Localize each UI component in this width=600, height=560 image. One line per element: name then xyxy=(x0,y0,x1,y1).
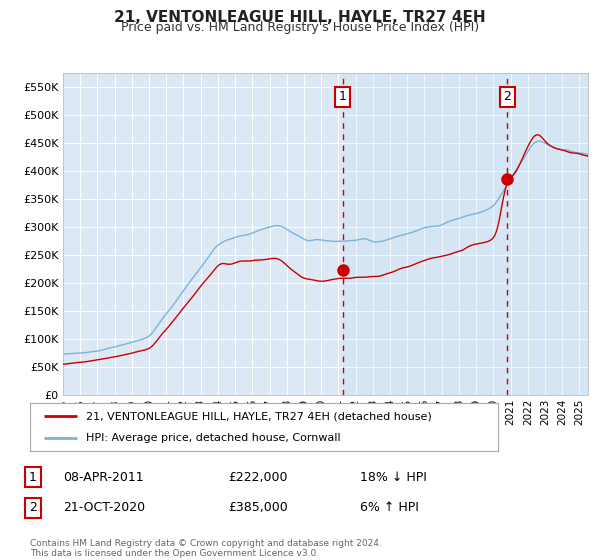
Text: 21, VENTONLEAGUE HILL, HAYLE, TR27 4EH (detached house): 21, VENTONLEAGUE HILL, HAYLE, TR27 4EH (… xyxy=(86,411,432,421)
Bar xyxy=(343,73,588,395)
Text: 18% ↓ HPI: 18% ↓ HPI xyxy=(360,470,427,484)
Text: 08-APR-2011: 08-APR-2011 xyxy=(63,470,143,484)
Text: HPI: Average price, detached house, Cornwall: HPI: Average price, detached house, Corn… xyxy=(86,433,341,443)
Text: 2: 2 xyxy=(503,91,511,104)
Text: 1: 1 xyxy=(29,470,37,484)
Text: 6% ↑ HPI: 6% ↑ HPI xyxy=(360,501,419,515)
Text: £385,000: £385,000 xyxy=(228,501,288,515)
Text: 1: 1 xyxy=(339,91,347,104)
Text: Contains HM Land Registry data © Crown copyright and database right 2024.: Contains HM Land Registry data © Crown c… xyxy=(30,539,382,548)
Text: Price paid vs. HM Land Registry's House Price Index (HPI): Price paid vs. HM Land Registry's House … xyxy=(121,21,479,34)
Text: 21, VENTONLEAGUE HILL, HAYLE, TR27 4EH: 21, VENTONLEAGUE HILL, HAYLE, TR27 4EH xyxy=(114,10,486,25)
Text: This data is licensed under the Open Government Licence v3.0.: This data is licensed under the Open Gov… xyxy=(30,549,319,558)
Text: 2: 2 xyxy=(29,501,37,515)
Text: £222,000: £222,000 xyxy=(228,470,287,484)
Text: 21-OCT-2020: 21-OCT-2020 xyxy=(63,501,145,515)
